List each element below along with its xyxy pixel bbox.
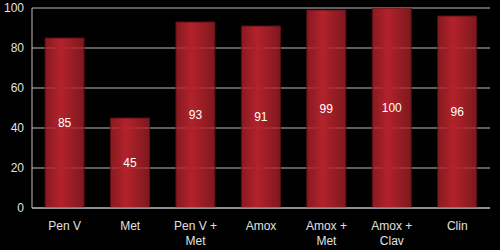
svg-text:Amox: Amox: [246, 219, 277, 233]
svg-text:85: 85: [58, 116, 72, 130]
svg-text:Amox +Clav: Amox +Clav: [371, 219, 412, 248]
svg-text:Met: Met: [120, 219, 141, 233]
svg-text:80: 80: [11, 41, 25, 55]
svg-text:Amox +Met: Amox +Met: [306, 219, 347, 248]
svg-text:100: 100: [382, 101, 402, 115]
svg-text:93: 93: [189, 108, 203, 122]
svg-text:20: 20: [11, 161, 25, 175]
svg-text:Clin: Clin: [447, 219, 468, 233]
svg-text:45: 45: [123, 156, 137, 170]
svg-text:96: 96: [450, 105, 464, 119]
svg-text:0: 0: [17, 201, 24, 215]
svg-text:100: 100: [8, 1, 24, 15]
svg-text:Pen V +Met: Pen V +Met: [174, 219, 217, 248]
svg-text:91: 91: [254, 110, 268, 124]
svg-text:60: 60: [11, 81, 25, 95]
svg-text:Pen V: Pen V: [48, 219, 81, 233]
svg-text:40: 40: [11, 121, 25, 135]
svg-text:99: 99: [320, 102, 334, 116]
